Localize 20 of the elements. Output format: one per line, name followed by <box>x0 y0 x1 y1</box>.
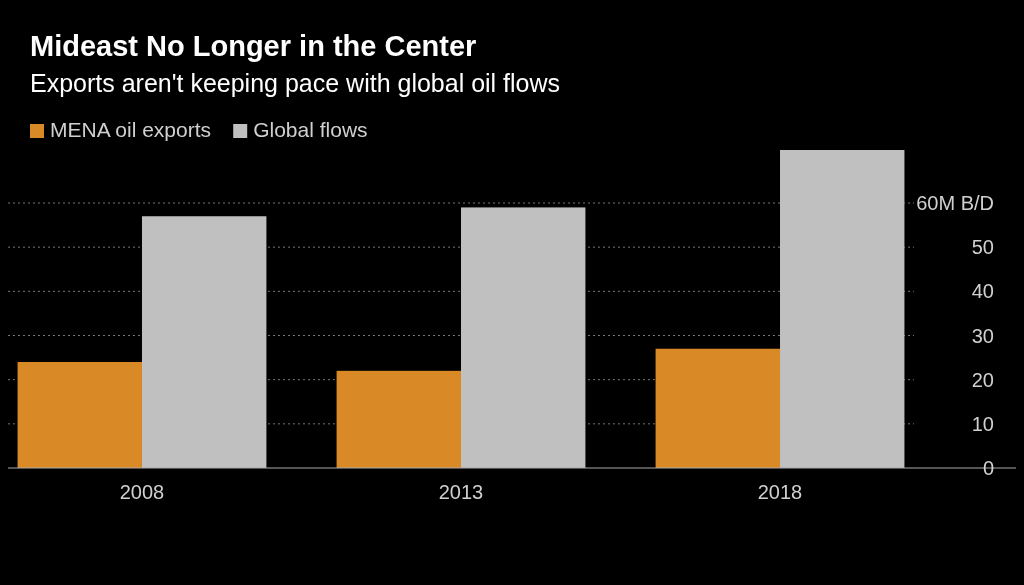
x-tick-label: 2013 <box>438 481 484 503</box>
bar <box>461 207 586 468</box>
bar <box>141 216 267 468</box>
bar <box>780 150 905 468</box>
y-tick-label: 50 <box>971 236 994 259</box>
y-tick-label: 40 <box>971 280 994 303</box>
x-tick-label: 2008 <box>119 481 165 503</box>
y-tick-label: 30 <box>971 324 994 347</box>
y-tick-label: 20 <box>971 368 994 391</box>
y-tick-label: 60M B/D <box>916 192 994 214</box>
x-tick-label: 2018 <box>757 481 803 503</box>
bar <box>336 370 461 468</box>
chart-title: Mideast No Longer in the Center <box>30 30 477 62</box>
chart-subtitle: Exports aren't keeping pace with global oil flows <box>30 69 561 97</box>
y-tick-label: 0 <box>982 457 994 479</box>
bar <box>17 362 142 468</box>
bar <box>655 348 781 468</box>
legend-label: MENA oil exports <box>50 118 212 141</box>
legend-label: Global flows <box>253 118 368 141</box>
y-tick-label: 10 <box>971 412 994 435</box>
